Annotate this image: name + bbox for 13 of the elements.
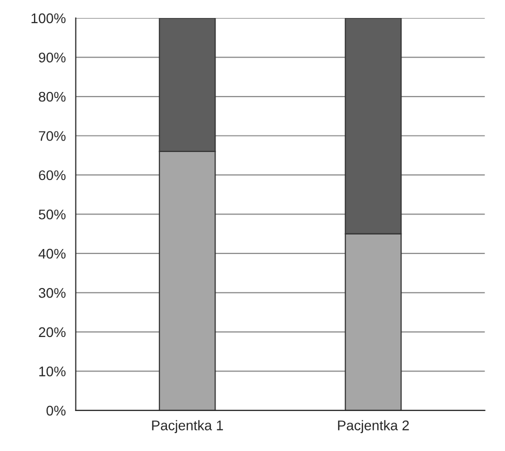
y-tick-label: 30% — [38, 288, 66, 298]
y-tick-label: 60% — [38, 170, 66, 180]
y-tick-label: 70% — [38, 131, 66, 141]
y-tick-label: 90% — [38, 52, 66, 62]
y-tick-label: 100% — [32, 13, 66, 24]
y-tick-label: 0% — [46, 406, 66, 416]
x-tick-label: Pacjentka 2 — [338, 420, 409, 434]
y-tick-label: 40% — [38, 248, 66, 259]
y-tick-label: 20% — [38, 327, 66, 338]
x-tick-label: Pacjentka 1 — [152, 420, 223, 434]
y-tick-label: 80% — [38, 92, 66, 102]
y-tick-label: 50% — [38, 210, 66, 220]
y-tick-label: 10% — [39, 366, 66, 376]
